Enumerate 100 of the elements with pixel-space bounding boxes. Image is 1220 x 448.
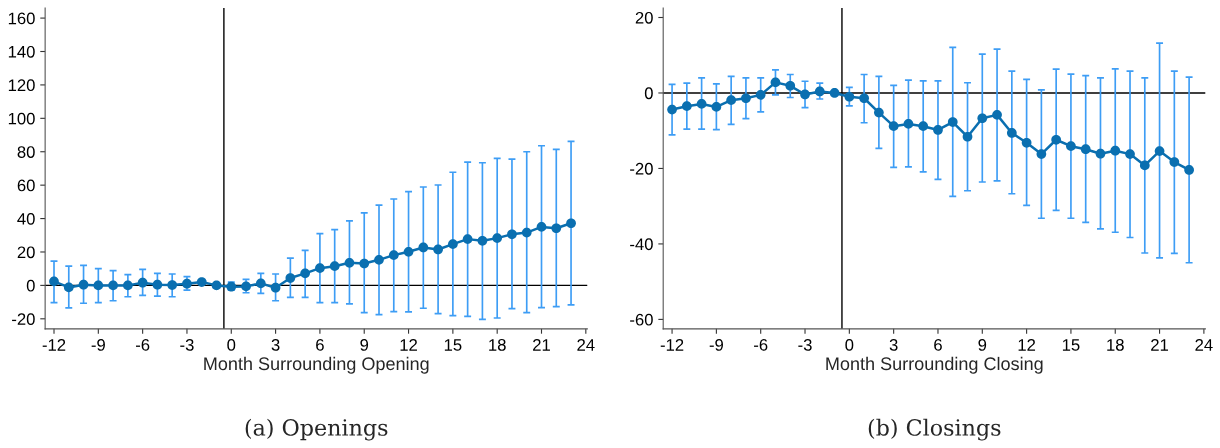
y-tick-label: 60 <box>17 179 35 192</box>
point <box>374 254 384 265</box>
x-tick-label: -6 <box>754 338 768 351</box>
y-tick-label: 20 <box>17 246 35 259</box>
x-axis-title: Month Surrounding Opening <box>204 356 429 374</box>
point <box>551 223 562 234</box>
x-tick-label: -3 <box>798 338 812 351</box>
x-tick-label: 21 <box>533 338 550 351</box>
point <box>888 121 899 132</box>
point <box>211 280 222 291</box>
x-tick-label: -12 <box>660 338 684 351</box>
point <box>255 278 266 289</box>
point <box>1036 149 1047 159</box>
point <box>1006 128 1017 138</box>
y-tick-label: 40 <box>17 212 35 225</box>
point <box>123 280 133 291</box>
y-tick-label: -20 <box>630 162 653 175</box>
x-tick-label: 15 <box>1062 339 1080 351</box>
point <box>844 91 855 102</box>
point <box>1184 165 1194 175</box>
point <box>1095 148 1106 159</box>
y-tick-label: 140 <box>8 45 35 58</box>
point <box>388 250 399 261</box>
point <box>63 282 74 293</box>
y-tick-label: 160 <box>8 12 35 25</box>
point <box>1154 146 1165 156</box>
x-tick-label: -12 <box>42 338 66 351</box>
point <box>152 279 163 290</box>
y-tick-label: -20 <box>12 313 35 326</box>
y-tick-label: 120 <box>8 79 35 92</box>
point <box>285 273 296 283</box>
point <box>137 277 148 288</box>
point <box>448 239 458 249</box>
point <box>1169 157 1180 167</box>
point <box>566 218 576 229</box>
point <box>1051 134 1062 145</box>
point <box>93 280 104 291</box>
point <box>696 99 707 109</box>
x-tick-label: -3 <box>180 338 194 351</box>
x-tick-label: 15 <box>444 339 462 351</box>
y-tick-label: -40 <box>630 238 653 251</box>
point <box>462 234 473 244</box>
y-tick-label: -60 <box>630 313 653 326</box>
point <box>1066 141 1076 152</box>
point <box>521 227 532 238</box>
x-tick-label: -9 <box>91 338 105 351</box>
point <box>344 257 355 268</box>
y-tick-label: 80 <box>17 146 35 158</box>
point <box>507 229 517 240</box>
x-tick-label: -6 <box>135 338 150 351</box>
point <box>874 107 884 118</box>
point <box>962 131 973 142</box>
point <box>1110 145 1121 156</box>
text: (b) Closings <box>868 418 1001 441</box>
x-tick-label: 21 <box>1151 338 1169 351</box>
point <box>726 95 737 105</box>
y-tick-label: 0 <box>644 87 653 100</box>
point <box>829 88 840 98</box>
x-tick-label: 9 <box>360 338 369 351</box>
point <box>300 268 310 279</box>
point <box>359 258 370 269</box>
point <box>196 277 207 287</box>
x-tick-label: 12 <box>400 338 417 351</box>
x-tick-label: 18 <box>489 338 506 351</box>
point <box>49 276 59 287</box>
point <box>536 222 547 232</box>
y-tick-label: 20 <box>635 11 653 24</box>
x-tick-label: 0 <box>227 338 236 351</box>
point <box>403 246 414 257</box>
point <box>167 280 178 290</box>
point <box>681 101 692 112</box>
point <box>1125 149 1135 159</box>
point <box>78 279 89 290</box>
point <box>755 90 766 100</box>
point <box>800 89 810 100</box>
x-tick-label: 0 <box>845 338 854 351</box>
x-tick-label: 24 <box>1195 338 1213 351</box>
point <box>492 233 503 243</box>
point <box>741 93 751 104</box>
point <box>711 102 722 112</box>
point <box>814 86 825 97</box>
point <box>933 125 943 135</box>
y-tick-label: 100 <box>8 112 35 125</box>
x-tick-label: 24 <box>577 338 595 351</box>
point <box>977 113 988 124</box>
x-axis-title: Month Surrounding Closing <box>826 356 1043 374</box>
point <box>947 117 958 127</box>
x-tick-label: 9 <box>978 338 987 351</box>
y-tick-label: 0 <box>26 279 35 292</box>
point <box>992 110 1002 120</box>
x-tick-label: 6 <box>934 338 942 351</box>
point <box>418 242 429 253</box>
point <box>108 280 118 291</box>
point <box>770 77 781 88</box>
x-tick-label: 3 <box>889 338 898 351</box>
text: (a) Openings <box>245 418 388 441</box>
x-tick-label: -9 <box>709 338 723 351</box>
point <box>477 235 488 246</box>
point <box>1080 144 1091 155</box>
x-tick-label: 12 <box>1018 338 1036 351</box>
